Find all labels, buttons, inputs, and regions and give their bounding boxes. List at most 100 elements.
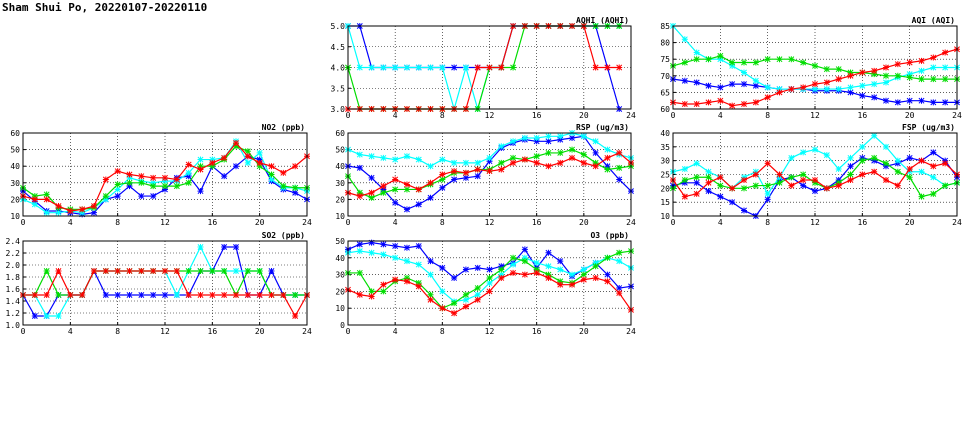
data-point xyxy=(427,64,434,71)
data-point xyxy=(741,177,747,184)
data-point xyxy=(268,163,275,170)
data-point xyxy=(859,171,866,178)
data-point xyxy=(114,292,121,298)
data-point xyxy=(681,165,688,172)
data-point xyxy=(741,69,747,76)
data-point xyxy=(693,174,700,181)
data-point xyxy=(126,174,133,181)
data-point xyxy=(380,251,387,258)
x-tick-label: 8 xyxy=(115,218,120,227)
data-point xyxy=(533,259,540,266)
data-point xyxy=(114,168,121,175)
y-tick-label: 50 xyxy=(10,146,20,155)
panel-title: NO2 (ppb) xyxy=(262,123,305,132)
data-point xyxy=(356,164,363,171)
data-point xyxy=(681,177,688,184)
data-point xyxy=(126,179,133,186)
data-point xyxy=(557,159,564,166)
data-point xyxy=(280,169,287,176)
x-tick-label: 12 xyxy=(160,218,170,227)
data-point xyxy=(403,153,410,160)
data-point xyxy=(451,176,458,183)
data-point xyxy=(545,263,552,270)
data-point xyxy=(256,163,263,170)
data-point xyxy=(451,64,458,71)
series-line xyxy=(345,149,634,200)
data-point xyxy=(835,182,842,189)
data-point xyxy=(729,102,736,109)
y-tick-label: 30 xyxy=(335,179,345,188)
series-line xyxy=(20,268,310,319)
data-point xyxy=(859,82,866,89)
data-point xyxy=(403,278,410,285)
data-point xyxy=(741,101,747,108)
x-tick-label: 12 xyxy=(485,111,495,120)
data-point xyxy=(871,94,878,101)
data-point xyxy=(256,159,263,166)
series-line xyxy=(345,130,634,170)
data-point xyxy=(55,292,62,298)
data-point xyxy=(173,292,180,298)
data-point xyxy=(717,174,724,181)
y-tick-label: 10 xyxy=(335,304,345,313)
y-tick-label: 40 xyxy=(335,254,345,263)
data-point xyxy=(847,89,854,96)
data-point xyxy=(580,159,587,166)
data-point xyxy=(462,303,469,310)
data-point xyxy=(894,168,901,175)
data-point xyxy=(823,152,830,159)
data-point xyxy=(835,86,842,93)
data-point xyxy=(114,181,121,188)
data-point xyxy=(557,266,564,273)
data-point xyxy=(918,67,925,74)
data-point xyxy=(835,66,842,73)
data-point xyxy=(462,169,469,176)
data-point xyxy=(403,244,410,251)
data-point xyxy=(918,193,925,200)
panel-so2: 0 4 8 12 16 20 24 1.0 1.2 1.4 1.6 1.8 2.0 2.2 2.4 SO2 (… xyxy=(6,231,312,336)
data-point xyxy=(292,292,299,298)
y-tick-label: 10 xyxy=(660,212,670,221)
data-point xyxy=(800,177,807,184)
x-tick-label: 12 xyxy=(485,218,495,227)
data-point xyxy=(580,276,587,283)
data-point xyxy=(776,171,783,178)
data-point xyxy=(521,246,528,253)
data-point xyxy=(102,196,109,203)
data-point xyxy=(681,77,688,84)
data-point xyxy=(510,138,517,145)
data-point xyxy=(368,64,375,71)
data-point xyxy=(752,182,759,189)
data-point xyxy=(126,292,133,298)
x-tick-label: 0 xyxy=(346,327,351,336)
data-point xyxy=(486,64,493,71)
data-point xyxy=(812,146,818,153)
data-point xyxy=(580,266,587,273)
x-tick-label: 0 xyxy=(671,111,676,120)
data-point xyxy=(717,193,724,200)
data-point xyxy=(776,86,783,93)
data-point xyxy=(604,64,611,71)
data-point xyxy=(930,99,937,106)
data-point xyxy=(486,274,493,281)
panel-rsp: 0 4 8 12 16 20 24 10 20 30 40 50 60 RSP (ug/m3) xyxy=(335,123,636,227)
data-point xyxy=(486,158,493,165)
data-point xyxy=(162,268,168,274)
data-point xyxy=(533,159,540,166)
data-point xyxy=(368,189,375,196)
data-point xyxy=(894,99,901,106)
panel-title: FSP (ug/m3) xyxy=(902,123,955,132)
data-point xyxy=(906,97,913,104)
data-point xyxy=(185,179,192,186)
plot-frame xyxy=(347,240,632,326)
y-tick-label: 50 xyxy=(335,237,345,246)
data-point xyxy=(604,254,611,261)
data-point xyxy=(521,156,528,163)
data-point xyxy=(906,165,913,172)
data-point xyxy=(486,154,493,161)
data-point xyxy=(67,208,74,215)
data-point xyxy=(930,174,937,181)
y-tick-label: 60 xyxy=(660,105,670,114)
data-point xyxy=(221,173,228,180)
data-point xyxy=(847,154,854,161)
